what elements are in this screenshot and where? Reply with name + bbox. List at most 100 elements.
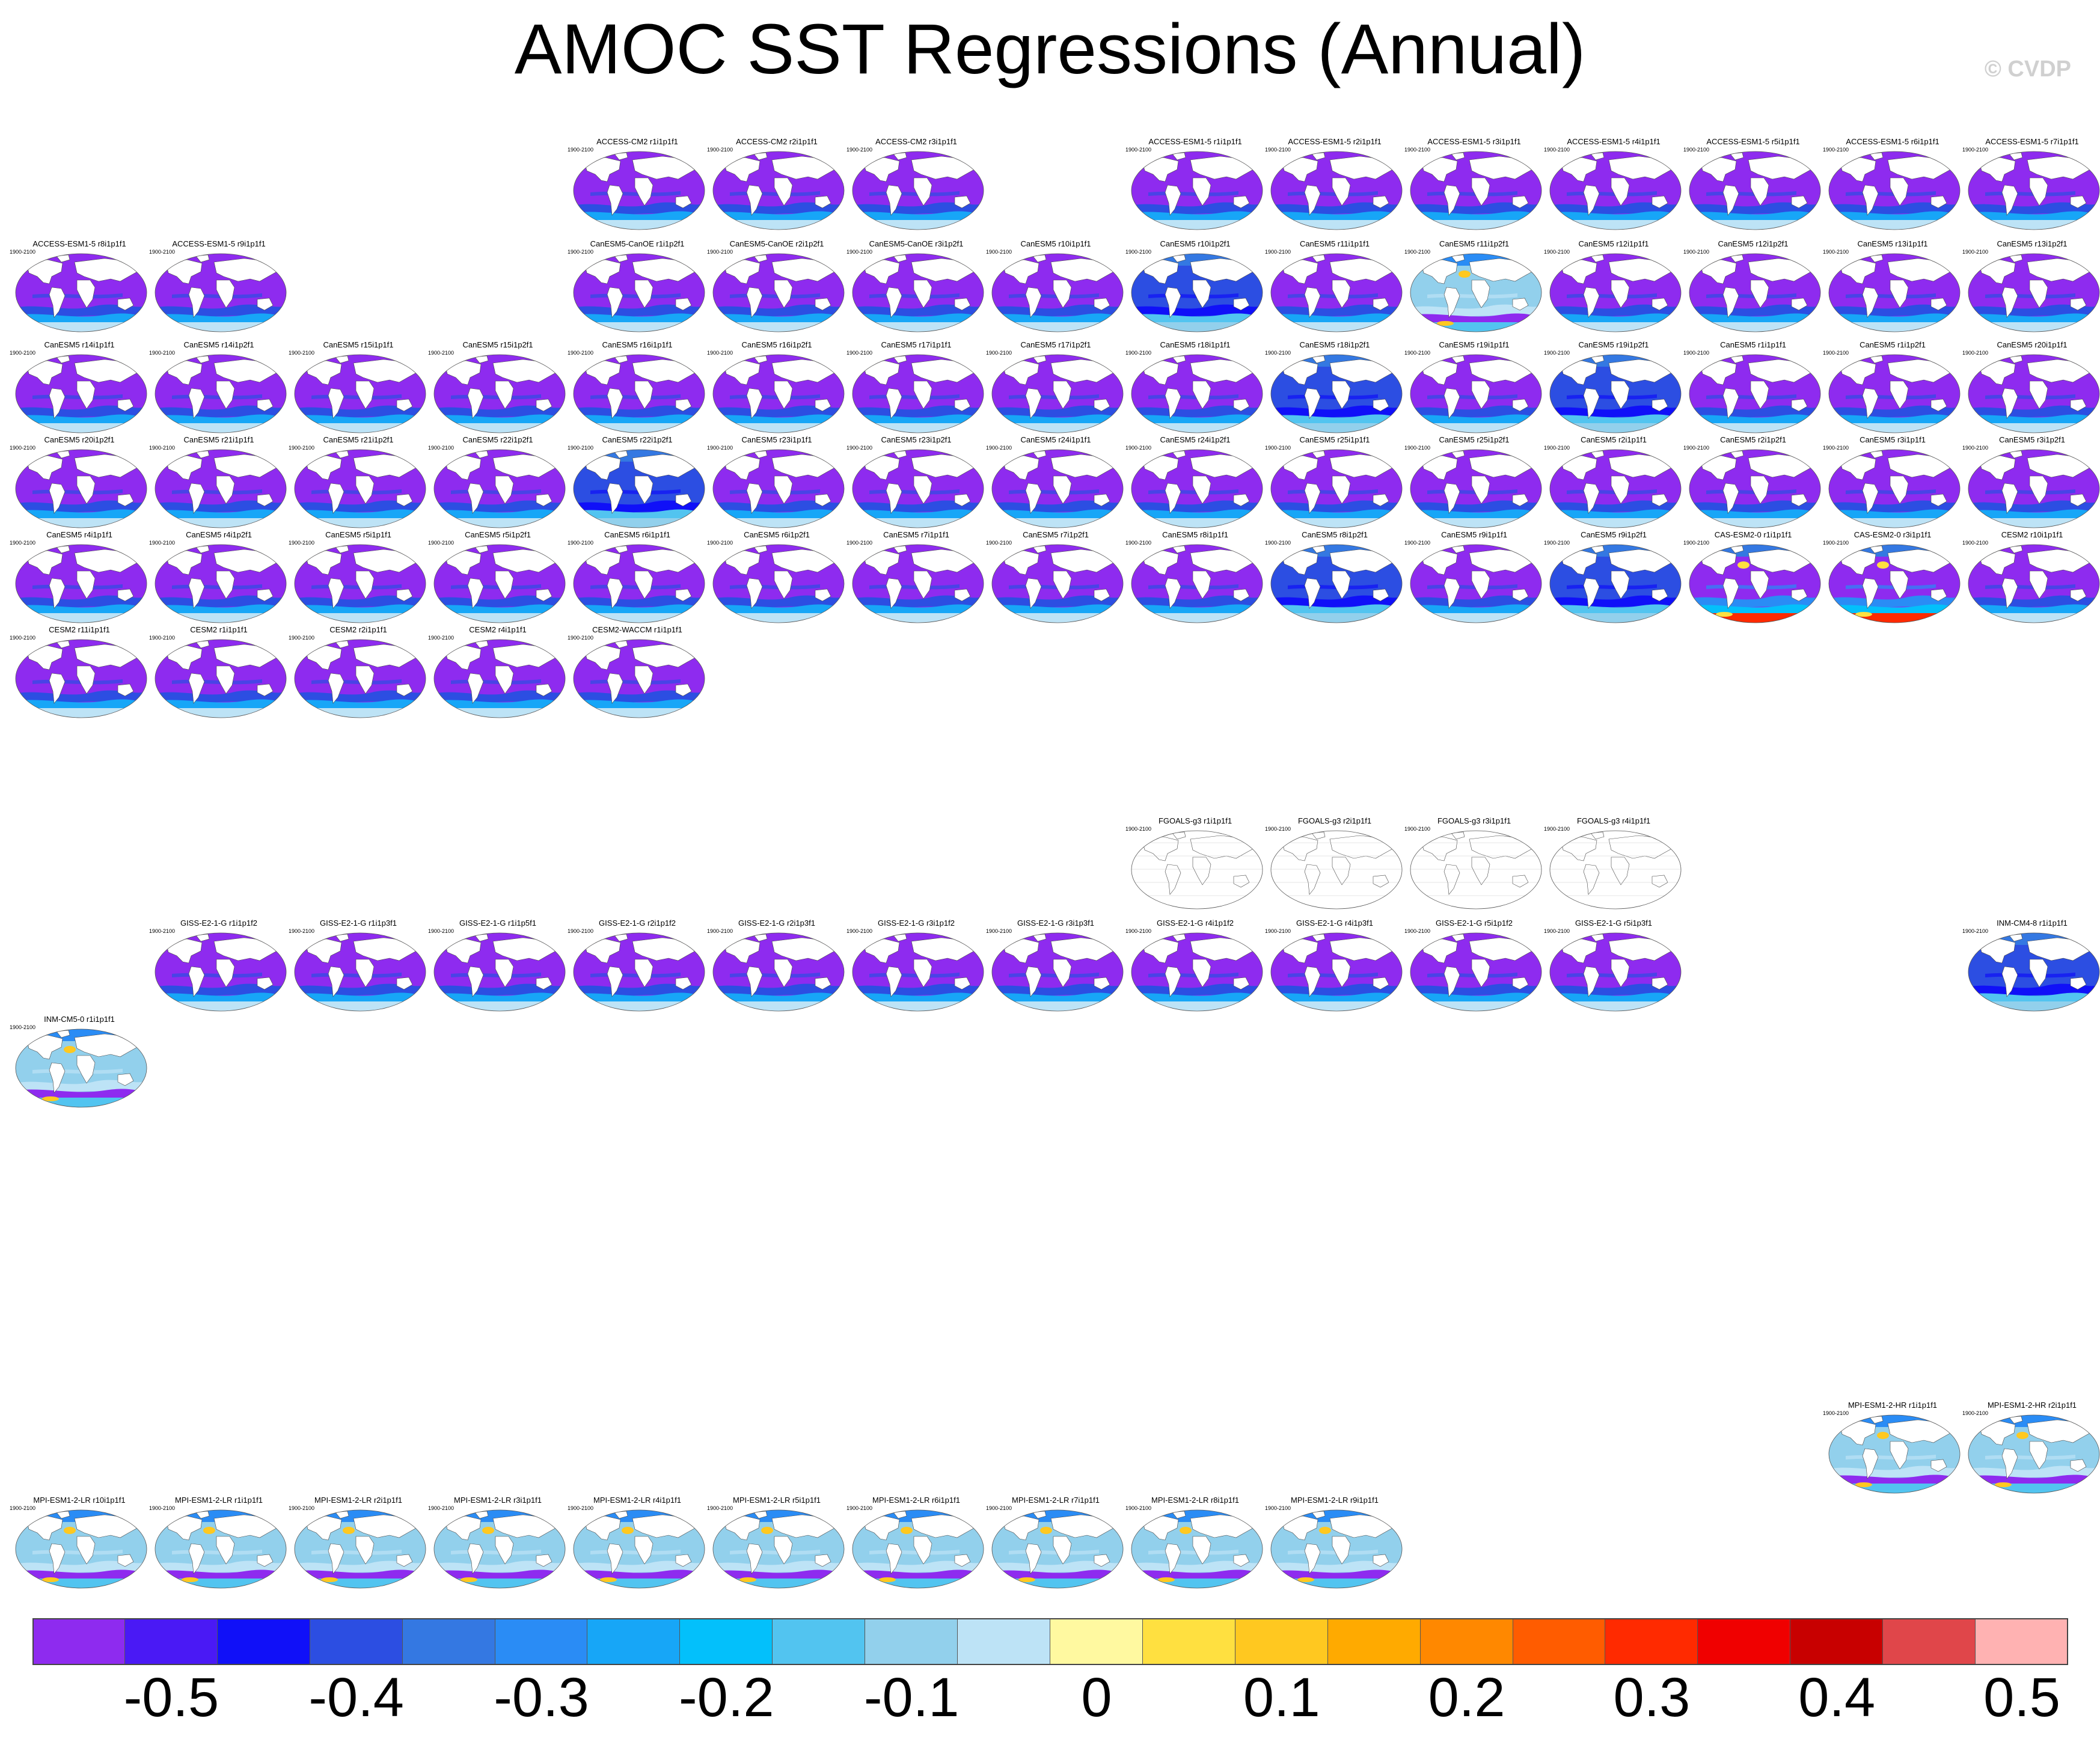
land-mass (1839, 259, 1876, 284)
colorbar-box (1513, 1618, 1606, 1665)
antarctic-band (1829, 613, 1960, 623)
land-mass (1890, 280, 1909, 308)
panel-title: CanESM5 r24i1p1f1 (1020, 435, 1091, 444)
map-panel: CanESM5 r9i1p2f1 1900-2100 (1544, 530, 1683, 624)
map-border (155, 932, 287, 1012)
land-mass (1443, 966, 1460, 997)
panel-period: 1900-2100 (1404, 445, 1431, 451)
panel-title: CanESM5-CanOE r1i1p2f1 (590, 239, 685, 248)
map-border (712, 932, 845, 1012)
southern-band (1131, 414, 1263, 423)
panel-title: CanESM5 r12i1p1f1 (1578, 239, 1649, 248)
land-mass (1311, 545, 1326, 554)
map-panel: ACCESS-ESM1-5 r5i1p1f1 1900-2100 (1683, 137, 1823, 231)
antarctic-band (434, 708, 565, 718)
warm-anomaly (739, 1577, 756, 1582)
land-mass (76, 475, 96, 504)
land-mass (328, 1543, 344, 1574)
warm-anomaly (600, 1577, 617, 1582)
southern-band (1410, 313, 1541, 322)
land-mass (335, 450, 349, 459)
panel-title: CanESM5 r8i1p1f1 (1162, 530, 1228, 539)
southern-band (713, 211, 844, 220)
land-mass (815, 977, 831, 990)
map-border (1131, 449, 1263, 528)
ocean-field (1131, 151, 1263, 230)
map-panel: CanESM5 r23i1p1f1 1900-2100 (707, 435, 846, 529)
southern-band (155, 1569, 286, 1579)
land-mass (1025, 966, 1042, 997)
land-mass (1165, 578, 1181, 609)
land-mass (188, 287, 205, 318)
land-mass (1281, 938, 1318, 964)
land-mass (1421, 455, 1458, 480)
panel-period: 1900-2100 (1404, 928, 1431, 934)
warm-anomaly (761, 1527, 773, 1534)
antarctic-band (1550, 613, 1681, 623)
antarctic-band (16, 1579, 147, 1588)
land-mass (305, 938, 342, 964)
antarctic-band (853, 613, 984, 623)
land-mass (1930, 1459, 1947, 1472)
map-panel: CanESM5 r6i1p2f1 1900-2100 (707, 530, 846, 624)
land-mass (257, 1554, 274, 1567)
ocean-field (1271, 545, 1402, 623)
land-mass (1165, 1543, 1181, 1574)
ocean-field (1829, 1415, 1960, 1493)
land-mass (753, 545, 768, 554)
land-mass (1560, 157, 1597, 182)
world-map (1410, 354, 1542, 433)
land-mass (1172, 355, 1186, 364)
land-mass (1512, 977, 1529, 990)
southern-band (155, 604, 286, 613)
world-map (1131, 449, 1263, 528)
land-mass (474, 355, 489, 364)
land-mass (1652, 298, 1668, 311)
land-mass (614, 254, 628, 263)
panel-title: FGOALS-g3 r2i1p1f1 (1297, 816, 1372, 825)
map-border (1828, 253, 1961, 332)
world-map (1131, 1509, 1263, 1589)
land-mass (49, 483, 66, 514)
panel-period: 1900-2100 (1125, 928, 1152, 934)
land-mass (1890, 1441, 1909, 1470)
land-mass (1583, 185, 1600, 216)
land-mass (76, 381, 96, 409)
map-border (1689, 544, 1821, 623)
land-mass (467, 1543, 484, 1574)
map-panel: CanESM5 r3i1p2f1 1900-2100 (1962, 435, 2100, 529)
land-mass (165, 938, 203, 964)
antarctic-band (574, 708, 705, 718)
land-mass (1611, 475, 1630, 504)
panel-period: 1900-2100 (289, 635, 315, 641)
land-mass (774, 475, 793, 504)
panel-title: INM-CM5-0 r1i1p1f1 (44, 1015, 115, 1024)
land-mass (467, 578, 484, 609)
panel-title: CanESM5-CanOE r2i1p2f1 (729, 239, 824, 248)
warm-anomaly (1040, 1527, 1052, 1534)
world-map (1968, 449, 2100, 528)
world-map (1270, 151, 1403, 230)
ocean-field (1550, 831, 1681, 909)
panel-period: 1900-2100 (1125, 147, 1152, 153)
colorbar-box (1698, 1618, 1791, 1665)
land-mass (335, 545, 349, 554)
antarctic-band (853, 1579, 984, 1588)
land-mass (886, 483, 902, 514)
panel-period: 1900-2100 (1265, 826, 1291, 832)
land-mass (467, 483, 484, 514)
land-mass (1002, 360, 1039, 385)
ocean-field (574, 450, 705, 528)
map-panel: MPI-ESM1-2-HR r1i1p1f1 1900-2100 (1823, 1401, 1962, 1494)
map-border (15, 253, 147, 332)
southern-band (1131, 211, 1263, 220)
panel-title: CanESM5 r8i1p2f1 (1302, 530, 1368, 539)
southern-band (1410, 992, 1541, 1001)
ocean-field (1968, 355, 2099, 433)
panel-title: INM-CM4-8 r1i1p1f1 (1997, 918, 2068, 928)
panel-title: CanESM5 r21i1p1f1 (183, 435, 254, 444)
panel-title: MPI-ESM1-2-LR r10i1p1f1 (33, 1496, 126, 1505)
ocean-field (1271, 450, 1402, 528)
map-border (712, 1509, 845, 1589)
ocean-field (1689, 254, 1820, 332)
